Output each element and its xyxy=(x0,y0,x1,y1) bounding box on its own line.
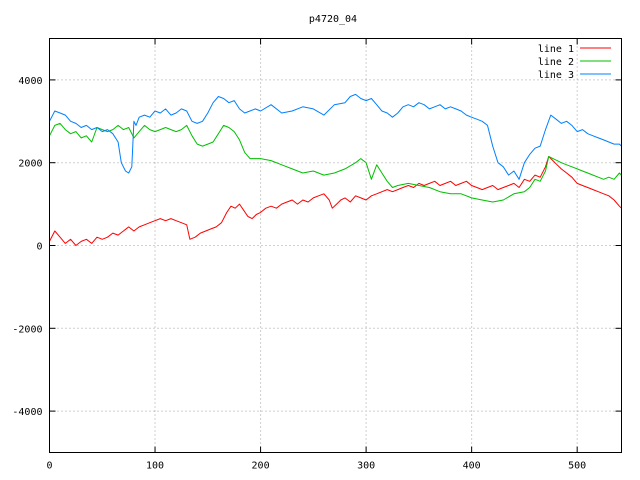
chart-title: p4720_04 xyxy=(309,14,357,25)
y-tick-label: 2000 xyxy=(18,159,42,170)
x-tick-label: 200 xyxy=(252,461,270,472)
legend-label-1: line 1 xyxy=(538,44,574,55)
series-layer xyxy=(49,93,622,246)
y-tick-label: 0 xyxy=(36,242,42,253)
y-tick-label: 4000 xyxy=(18,76,42,87)
plot-frame xyxy=(49,38,622,453)
x-tick-label: 100 xyxy=(146,461,164,472)
x-tick-label: 400 xyxy=(463,461,481,472)
x-tick-label: 0 xyxy=(46,461,52,472)
series-line-3 xyxy=(49,93,622,180)
x-tick-label: 300 xyxy=(357,461,375,472)
grid xyxy=(49,38,622,453)
legend-label-2: line 2 xyxy=(538,57,574,68)
axis-ticks: -4000 -2000 0 2000 4000 0 100 200 300 400 500 xyxy=(12,38,622,472)
legend-label-3: line 3 xyxy=(538,70,574,81)
series-line-2 xyxy=(49,122,622,203)
x-tick-label: 500 xyxy=(568,461,586,472)
series-line-1 xyxy=(49,156,622,246)
y-tick-label: -4000 xyxy=(12,407,42,418)
y-tick-label: -2000 xyxy=(12,324,42,335)
legend: line 1 line 2 line 3 xyxy=(538,44,611,81)
